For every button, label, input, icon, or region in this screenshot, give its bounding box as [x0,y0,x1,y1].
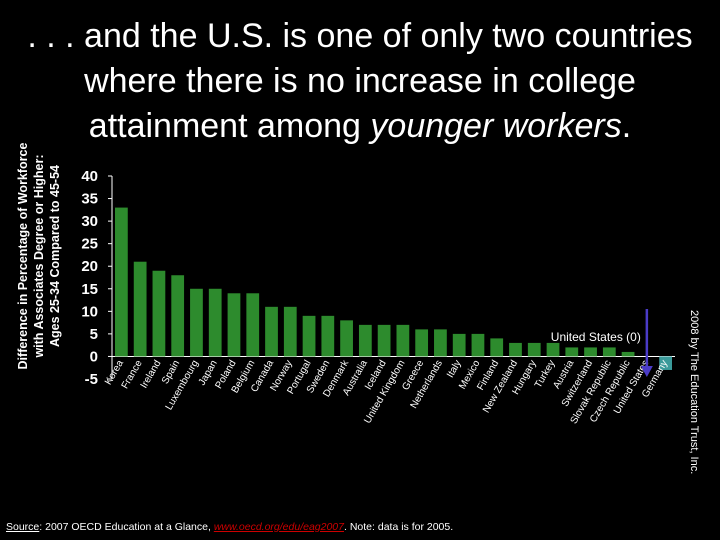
copyright-credit: 2008 by The Education Trust, Inc. [688,310,700,475]
bar-australia [358,324,372,357]
bar-denmark [340,320,353,357]
bar-switzerland [584,347,597,357]
bar-turkey [546,342,560,357]
title-line-3: attainment among younger workers. [0,104,720,149]
y-tick-label: 40 [81,168,98,185]
y-tick-label: 0 [90,348,98,365]
bar-germany [659,356,672,370]
source-label: Source [6,521,40,533]
y-tick-label: 30 [81,213,98,230]
bar-korea [115,207,128,357]
y-tick-label: 35 [81,191,98,208]
bar-hungary [527,342,541,357]
bar-greece [415,329,429,357]
bar-sweden [321,315,335,357]
bar-new-zealand [509,342,522,357]
y-tick-label: 20 [81,258,98,275]
bar-luxembourg [190,288,203,357]
bar-austria [565,347,579,357]
title-line-3-suffix: . [621,107,632,145]
bar-italy [452,333,466,357]
y-tick-label: 5 [90,326,98,343]
us-annotation: United States (0) [551,330,641,344]
bar-netherlands [434,329,447,357]
bar-united-kingdom [396,324,410,357]
source-text-1: : 2007 OECD Education at a Glance, [39,521,214,533]
y-tick-label: 10 [81,303,98,320]
bar-portugal [302,315,316,357]
bar-poland [227,293,241,357]
bar-japan [208,288,222,357]
bar-norway [283,306,297,357]
title-line-3-prefix: attainment among [88,107,371,145]
title-emphasis: younger workers [370,107,622,145]
y-tick-label: 15 [81,281,98,298]
category-label: Italy [445,358,464,379]
bar-ireland [152,270,166,357]
title-line-2: where there is no increase in college [84,62,636,100]
title-line-1: . . . and the U.S. is one of only two co… [27,17,693,55]
y-tick-label: -5 [85,371,98,388]
bar-belgium [246,293,260,357]
bar-iceland [377,324,391,357]
bar-slovak-republic [602,347,616,357]
bar-czech-republic [621,351,635,357]
source-text-2: . Note: data is for 2005. [344,521,454,533]
y-tick-label: 25 [81,236,98,253]
slide-title: . . . and the U.S. is one of only two co… [0,14,720,149]
bar-mexico [471,333,485,357]
bar-finland [490,338,504,357]
bar-canada [265,306,278,357]
bar-spain [171,275,185,357]
source-link[interactable]: www.oecd.org/edu/eag2007 [213,521,344,533]
us-arrow-head [640,366,653,377]
source-note: Source: 2007 OECD Education at a Glance,… [6,521,453,533]
bar-france [133,261,147,357]
